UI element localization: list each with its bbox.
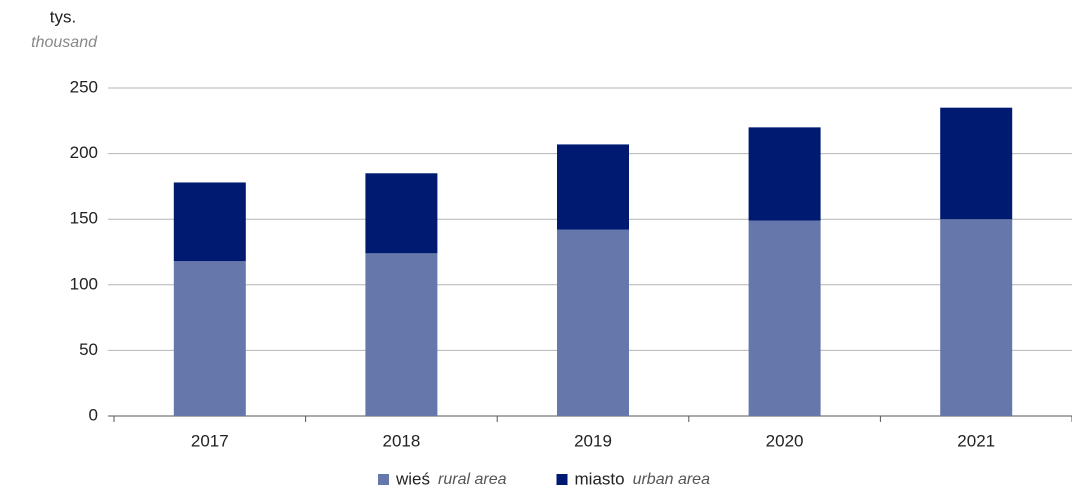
y-tick-label: 150 (70, 209, 98, 228)
legend-label: wieś (395, 469, 430, 488)
bar-segment (748, 127, 821, 221)
bar-segment (940, 219, 1013, 416)
x-tick-label: 2020 (766, 431, 804, 450)
bar-segment (940, 107, 1013, 220)
bar-segment (173, 182, 246, 262)
legend-label-en: urban area (633, 471, 710, 488)
y-tick-label: 0 (89, 405, 98, 424)
bar-segment (748, 220, 821, 416)
y-tick-label: 200 (70, 143, 98, 162)
x-tick-label: 2019 (574, 431, 612, 450)
x-tick-label: 2021 (957, 431, 995, 450)
bar-segment (557, 229, 629, 416)
bar-segment (557, 144, 629, 230)
legend-label: miasto (575, 469, 625, 488)
y-unit-en: thousand (31, 34, 98, 51)
bar-segment (365, 253, 438, 416)
x-tick-label: 2018 (382, 431, 420, 450)
y-tick-label: 250 (70, 77, 98, 96)
bar-segment (365, 173, 438, 254)
y-tick-label: 50 (79, 340, 98, 359)
legend-swatch (556, 474, 568, 485)
bar-segment (173, 261, 246, 416)
y-unit: tys. (50, 7, 76, 26)
legend-label-en: rural area (438, 471, 507, 488)
legend-swatch (378, 474, 389, 485)
y-tick-label: 100 (70, 274, 98, 293)
x-tick-label: 2017 (191, 431, 229, 450)
